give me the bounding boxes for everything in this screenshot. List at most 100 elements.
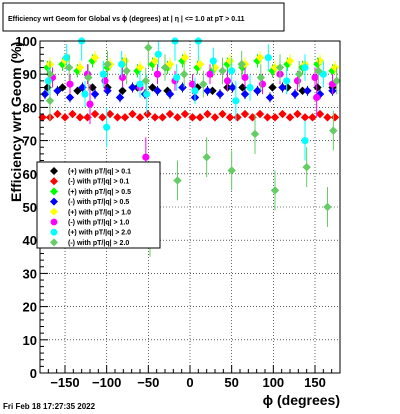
data-point bbox=[188, 113, 197, 122]
data-point bbox=[101, 77, 109, 85]
data-point bbox=[315, 109, 325, 119]
y-axis-title: Efficiency wrt Geom (%) bbox=[8, 42, 24, 202]
axes: −150 −100 −50 0 50 100 150 0 10 20 30 40 50 60 70 80 90 1… bbox=[15, 34, 341, 390]
series-group bbox=[45, 41, 341, 257]
x-axis-title: ϕ (degrees) bbox=[263, 392, 340, 408]
data-point bbox=[246, 83, 254, 92]
data-point bbox=[58, 83, 67, 92]
x-tick-label: −150 bbox=[50, 375, 79, 390]
data-point bbox=[103, 60, 112, 69]
data-point bbox=[45, 70, 55, 79]
data-point bbox=[193, 63, 202, 72]
data-point bbox=[180, 53, 190, 62]
data-point bbox=[209, 57, 217, 65]
data-point bbox=[105, 109, 115, 119]
data-point bbox=[68, 109, 77, 119]
data-point bbox=[103, 123, 111, 131]
data-point bbox=[135, 63, 145, 72]
data-point bbox=[148, 83, 157, 92]
data-point bbox=[228, 83, 237, 92]
data-point bbox=[66, 80, 74, 88]
x-tick-label: 100 bbox=[262, 375, 284, 390]
data-point bbox=[332, 76, 341, 86]
data-point bbox=[301, 137, 309, 145]
legend-marker bbox=[50, 238, 58, 247]
data-point bbox=[173, 73, 181, 82]
data-point bbox=[203, 86, 212, 95]
legend-label: (+) with pT/|q| > 2.0 bbox=[68, 230, 131, 237]
data-point bbox=[99, 70, 107, 78]
data-point bbox=[141, 76, 151, 86]
y-tick-label: 80 bbox=[23, 100, 37, 115]
data-point bbox=[253, 86, 262, 95]
data-point bbox=[188, 80, 197, 88]
data-point bbox=[179, 70, 189, 79]
data-point bbox=[250, 129, 260, 139]
data-point bbox=[133, 66, 142, 76]
chart-title: Efficiency wrt Geom for Global vs ϕ (deg… bbox=[8, 16, 245, 23]
y-tick-label: 90 bbox=[23, 67, 37, 82]
data-point bbox=[283, 77, 291, 85]
y-tick-label: 40 bbox=[23, 233, 37, 248]
data-point bbox=[308, 113, 317, 122]
data-point bbox=[90, 109, 100, 119]
y-tick-label: 100 bbox=[15, 34, 37, 49]
data-point bbox=[270, 113, 280, 122]
data-point bbox=[215, 89, 225, 99]
data-point bbox=[195, 113, 205, 122]
data-point bbox=[202, 153, 211, 162]
data-point bbox=[120, 113, 130, 122]
data-point bbox=[53, 109, 62, 119]
data-point bbox=[60, 113, 70, 122]
data-point bbox=[65, 93, 75, 102]
data-point bbox=[90, 89, 100, 99]
legend-label: (+) with pT/|q| > 1.0 bbox=[68, 209, 131, 216]
data-point bbox=[163, 86, 172, 95]
data-point bbox=[311, 73, 319, 82]
x-tick-label: 50 bbox=[224, 375, 238, 390]
data-point bbox=[223, 60, 232, 69]
data-point bbox=[193, 83, 202, 92]
data-point bbox=[195, 60, 205, 69]
data-point bbox=[228, 67, 236, 75]
data-point bbox=[178, 83, 187, 92]
y-tick-label: 60 bbox=[23, 167, 37, 182]
data-point bbox=[75, 113, 85, 122]
data-point bbox=[290, 89, 300, 99]
data-point bbox=[283, 83, 292, 92]
data-point bbox=[240, 89, 250, 99]
data-point bbox=[160, 63, 170, 72]
data-point bbox=[264, 54, 272, 62]
data-point bbox=[301, 63, 309, 72]
data-point bbox=[113, 113, 122, 122]
data-point bbox=[294, 70, 304, 79]
data-point bbox=[154, 50, 162, 58]
data-point bbox=[84, 73, 93, 82]
data-point bbox=[208, 66, 217, 76]
data-point bbox=[210, 113, 220, 122]
legend-marker bbox=[50, 218, 58, 226]
y-tick-label: 10 bbox=[23, 333, 37, 348]
legend-label: (-) with pT/|q| > 2.0 bbox=[68, 240, 129, 247]
legend-label: (+) with pT/|q| > 0.5 bbox=[68, 189, 131, 196]
data-point bbox=[44, 77, 52, 85]
data-point bbox=[232, 97, 240, 105]
data-point bbox=[293, 77, 302, 85]
data-point bbox=[135, 113, 145, 122]
data-point bbox=[75, 63, 85, 72]
data-point bbox=[300, 113, 310, 122]
series-group bbox=[40, 82, 337, 103]
data-point bbox=[319, 70, 327, 78]
data-point bbox=[206, 70, 214, 78]
data-point bbox=[256, 73, 266, 82]
data-point bbox=[153, 86, 162, 95]
data-point bbox=[180, 109, 190, 119]
data-point bbox=[143, 109, 152, 119]
series-group bbox=[44, 37, 327, 161]
x-tick-label: 150 bbox=[304, 375, 326, 390]
data-point bbox=[40, 89, 50, 99]
data-point bbox=[241, 73, 249, 82]
data-point bbox=[278, 83, 287, 92]
data-point bbox=[285, 56, 295, 66]
